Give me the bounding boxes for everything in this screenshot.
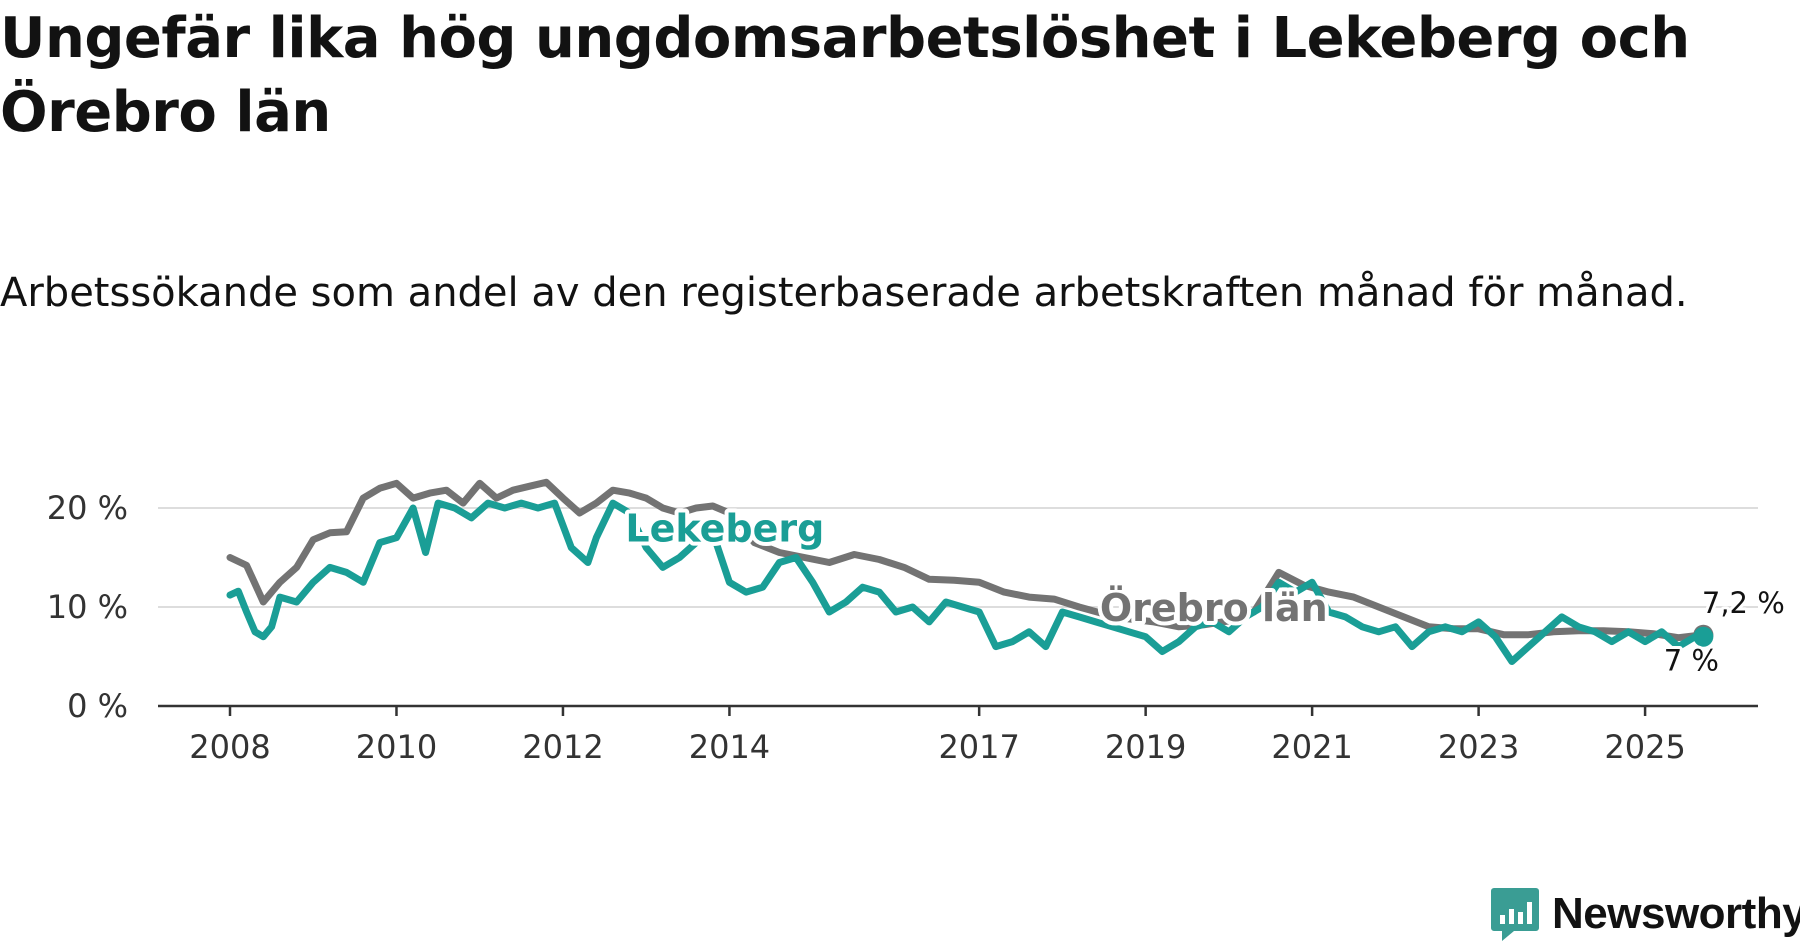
y-axis-ticks: 0 % 10 % 20 % xyxy=(47,489,128,725)
x-tick-label: 2017 xyxy=(938,728,1019,766)
chart-subtitle: Arbetssökande som andel av den registerb… xyxy=(0,270,1688,316)
end-point-lekeberg xyxy=(1693,626,1714,647)
x-tick-label: 2010 xyxy=(356,728,437,766)
series-label-orebro-lan: Örebro län xyxy=(1100,586,1328,630)
x-tick-label: 2023 xyxy=(1438,728,1519,766)
page-title: Ungefär lika hög ungdomsarbetslöshet i L… xyxy=(0,6,1690,145)
series-label-lekeberg: Lekeberg xyxy=(625,507,824,551)
x-tick-label: 2008 xyxy=(189,728,270,766)
end-label-orebro-lan: 7,2 % xyxy=(1702,586,1785,620)
newsworthy-logo: Newsworthy xyxy=(1490,886,1800,942)
x-tick-label: 2025 xyxy=(1604,728,1685,766)
series-lines xyxy=(226,478,1714,665)
y-tick-label: 0 % xyxy=(67,687,128,725)
x-axis-ticks: 2008 2010 2012 2014 2017 2019 2021 2023 2025 xyxy=(189,706,1686,766)
end-label-lekeberg: 7 % xyxy=(1664,643,1719,677)
series-line--rebro-l-n xyxy=(226,478,1707,642)
x-tick-label: 2021 xyxy=(1271,728,1352,766)
x-tick-label: 2019 xyxy=(1105,728,1186,766)
series-line-lekeberg xyxy=(226,499,1707,665)
y-tick-label: 10 % xyxy=(47,588,128,626)
y-tick-label: 20 % xyxy=(47,489,128,527)
brand-name: Newsworthy xyxy=(1552,889,1800,938)
newsworthy-logo-icon xyxy=(1491,888,1539,941)
x-tick-label: 2012 xyxy=(522,728,603,766)
x-tick-label: 2014 xyxy=(689,728,770,766)
series-labels: Lekeberg Örebro län 7,2 % 7 % xyxy=(621,503,1787,681)
